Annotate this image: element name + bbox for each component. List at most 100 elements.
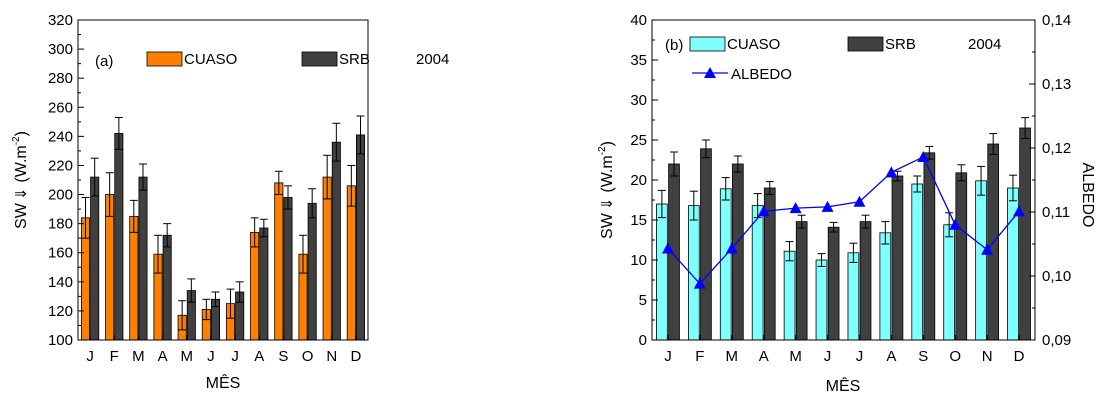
panel-a-errorbar-srb-1 xyxy=(114,116,123,150)
panel-b-y-axis-title: SW⇓ (W.m-2) xyxy=(597,141,616,239)
panel-a-errorbar-cuaso-6 xyxy=(226,288,235,319)
panel-b-y-tick-label: 30 xyxy=(630,92,647,109)
panel-b-x-tick-label: J xyxy=(664,348,672,365)
panel-a-legend-swatch-srb xyxy=(301,51,338,67)
panel-b-error-bars xyxy=(657,117,1030,267)
panel-b-y2-axis-title: ALBEDO xyxy=(1079,163,1096,228)
panel-b-y-tick-label: 35 xyxy=(630,52,647,69)
panel-b: 0 5 10 15 20 25 30 35 40 0,09 0,10 0,11 0,12 0,13 0,1… xyxy=(597,12,1096,395)
panel-a-y-axis-title-sw: SW xyxy=(13,202,30,229)
panel-a-bar-srb-10 xyxy=(331,141,341,341)
panel-b-errorbar-cuaso-11 xyxy=(1008,174,1017,202)
panel-b-y-axis-title-close: ) xyxy=(599,141,616,146)
panel-a-y-tick-label: 180 xyxy=(48,216,73,233)
panel-a-errorbar-srb-10 xyxy=(332,122,341,162)
panel-b-y-axis-title-unit: (W.m xyxy=(599,155,616,192)
panel-a-year-label: 2004 xyxy=(416,51,449,68)
panel-a-legend-label-cuaso: CUASO xyxy=(184,51,237,68)
panel-a-bar-srb-11 xyxy=(355,134,366,341)
panel-b-x-tick-label: F xyxy=(695,348,704,365)
panel-a-y-axis-title: SW⇓ (W.m-2) xyxy=(11,131,30,229)
panel-b-bar-cuaso-6 xyxy=(847,252,860,341)
panel-b-y2-tick-label: 0,14 xyxy=(1042,12,1071,29)
panel-b-bar-srb-11 xyxy=(1019,127,1031,341)
panel-a-bar-srb-3 xyxy=(162,234,172,341)
panel-b-errorbar-srb-1 xyxy=(701,139,710,159)
panel-a-x-tick-label: J xyxy=(207,348,215,365)
panel-b-y-tick-label: 5 xyxy=(639,292,647,309)
panel-a-bar-srb-2 xyxy=(138,176,148,341)
panel-b-errorbar-srb-5 xyxy=(829,221,838,233)
panel-a-y-tick-label: 300 xyxy=(48,41,73,58)
panel-a-errorbar-cuaso-10 xyxy=(323,154,332,200)
panel-a-errorbar-srb-8 xyxy=(284,185,293,210)
panel-b-x-tick-label: S xyxy=(918,348,928,365)
panel-b-y-tick-label: 40 xyxy=(630,12,647,29)
panel-b-errorbar-cuaso-7 xyxy=(881,221,890,245)
panel-b-x-tick-label: M xyxy=(726,348,739,365)
panel-a-y-tick-label: 240 xyxy=(48,128,73,145)
panel-b-x-tick-label: D xyxy=(1014,348,1025,365)
panel-b-errorbar-srb-4 xyxy=(797,214,806,229)
panel-b-x-tick-label: O xyxy=(949,348,961,365)
panel-b-bar-srb-5 xyxy=(827,226,840,341)
panel-a-y-tick-label: 120 xyxy=(48,303,73,320)
panel-b-bars xyxy=(656,127,1031,341)
panel-a-x-tick-label: D xyxy=(350,348,361,365)
panel-a-bar-srb-9 xyxy=(307,202,317,341)
panel-a-y-tick-label: 220 xyxy=(48,157,73,174)
panel-a-y-tick-label: 200 xyxy=(48,187,73,204)
panel-a-x-tick-label: S xyxy=(278,348,288,365)
svg-text:SW⇓(W.m-2): SW⇓ (W.m-2) xyxy=(11,131,30,229)
svg-text:SW⇓(W.m-2): SW⇓ (W.m-2) xyxy=(597,141,616,239)
panel-b-errorbar-cuaso-0 xyxy=(657,189,666,219)
panel-a-y-axis-title-unit: (W.m xyxy=(13,145,30,182)
panel-b-errorbar-srb-9 xyxy=(957,164,966,182)
panel-a-y-axis-title-close: ) xyxy=(13,131,30,136)
panel-b-errorbar-cuaso-2 xyxy=(721,177,730,201)
panel-a-errorbar-srb-9 xyxy=(308,188,317,219)
panel-a-errorbar-srb-4 xyxy=(187,278,196,303)
panel-a-errorbar-cuaso-1 xyxy=(105,172,114,217)
panel-a-x-tick-label: M xyxy=(132,348,145,365)
panel-a-errorbar-cuaso-0 xyxy=(81,196,90,239)
panel-b-albedo-point-1 xyxy=(693,277,706,289)
panel-b-legend: CUASO SRB 2004 ALBEDO xyxy=(689,36,1001,83)
panel-a-bar-srb-7 xyxy=(259,227,269,341)
panel-b-y-axis-title-sw: SW xyxy=(599,212,616,239)
panel-a-errorbar-cuaso-11 xyxy=(347,164,356,207)
panel-a-y-tick-label: 140 xyxy=(48,274,73,291)
panel-b-errorbar-srb-11 xyxy=(1021,117,1030,139)
panel-a-bar-cuaso-7 xyxy=(250,231,260,341)
panel-b-bar-srb-7 xyxy=(891,175,904,341)
panel-b-bar-cuaso-7 xyxy=(879,232,892,341)
panel-b-y-tick-label: 20 xyxy=(630,172,647,189)
panel-a-legend-swatch-cuaso xyxy=(146,51,183,67)
panel-b-errorbar-cuaso-8 xyxy=(913,175,922,193)
panel-b-x-tick-label: J xyxy=(856,348,864,365)
panel-a-bars xyxy=(80,133,366,341)
panel-b-errorbar-cuaso-6 xyxy=(849,242,858,263)
panel-a-x-tick-label: F xyxy=(110,348,119,365)
panel-a-x-tick-label: O xyxy=(302,348,314,365)
panel-b-y2-tick-label: 0,12 xyxy=(1042,140,1071,157)
panel-a-label: (a) xyxy=(95,53,113,70)
panel-b-bar-srb-8 xyxy=(923,152,936,341)
panel-a-errorbar-cuaso-5 xyxy=(202,298,211,321)
panel-b-albedo-point-10 xyxy=(981,243,994,255)
panel-b-albedo-point-0 xyxy=(661,242,674,254)
panel-a-errorbar-cuaso-9 xyxy=(298,234,307,274)
panel-a-bar-srb-0 xyxy=(90,176,100,341)
panel-a-y-tick-label: 100 xyxy=(48,332,73,349)
panel-b-bar-cuaso-5 xyxy=(815,259,828,341)
panel-b-y-tick-label: 0 xyxy=(639,332,647,349)
panel-b-bar-srb-4 xyxy=(795,221,808,341)
panel-b-bar-cuaso-4 xyxy=(783,250,796,341)
panel-a-x-tick-label: J xyxy=(231,348,239,365)
panel-a-x-tick-label: M xyxy=(181,348,194,365)
panel-a-errorbar-srb-2 xyxy=(139,163,148,191)
panel-a-errorbar-cuaso-4 xyxy=(178,300,187,331)
panel-b-x-tick-label: J xyxy=(824,348,832,365)
